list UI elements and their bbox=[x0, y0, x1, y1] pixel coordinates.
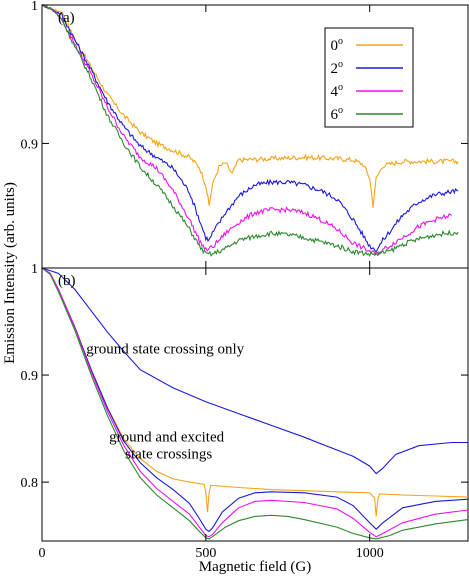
panel-b-series-6 bbox=[41, 267, 469, 540]
panel-a-series-2 bbox=[41, 4, 459, 254]
panel-a-series-4 bbox=[41, 4, 452, 256]
panel-b-ytick-label: 0.8 bbox=[21, 476, 39, 491]
panel-b-ytick-label: 0.9 bbox=[21, 369, 39, 384]
panel-a-series-6 bbox=[41, 4, 459, 258]
panel-b-frame bbox=[41, 267, 469, 542]
legend-label-2: 2o bbox=[331, 59, 344, 77]
panel-b-ytick-label: 1 bbox=[31, 262, 38, 277]
legend-label-6: 6o bbox=[331, 105, 344, 123]
x-tick-label: 500 bbox=[195, 546, 216, 561]
panel-a-plot-area bbox=[41, 3, 459, 258]
y-axis-title: Emission Intensity (arb. units) bbox=[2, 182, 18, 364]
panel-b-series-2 bbox=[41, 267, 469, 533]
panel-b-series-4 bbox=[41, 267, 469, 538]
annotation-ground-and-excited: ground and excited state crossings bbox=[109, 429, 224, 462]
legend-label-0: 0o bbox=[331, 36, 344, 54]
panel-a-ytick-label: 0.9 bbox=[21, 137, 39, 152]
x-axis-title: Magnetic field (G) bbox=[199, 559, 311, 575]
panel-a-ytick-label: 1 bbox=[31, 0, 38, 14]
x-tick-label: 0 bbox=[39, 546, 46, 561]
panel-b-plot-area bbox=[41, 267, 469, 540]
panel-a-series-0 bbox=[41, 3, 459, 208]
panel-b-series-ground-state-crossing-only bbox=[41, 267, 468, 475]
panel-b-label: (b) bbox=[58, 273, 76, 289]
panel-a-label: (a) bbox=[58, 10, 75, 26]
legend: 0o 2o 4o 6o bbox=[324, 27, 414, 128]
annotation-ground-only: ground state crossing only bbox=[86, 342, 244, 358]
legend-label-4: 4o bbox=[331, 82, 344, 100]
axis-ticks: 1 0.9 1 0.9 0.8 0 500 1000 bbox=[21, 0, 468, 561]
x-tick-label: 1000 bbox=[356, 546, 384, 561]
panel-b-series-0 bbox=[41, 267, 469, 517]
panel-b-annotations: ground state crossing only ground and exc… bbox=[86, 342, 244, 463]
